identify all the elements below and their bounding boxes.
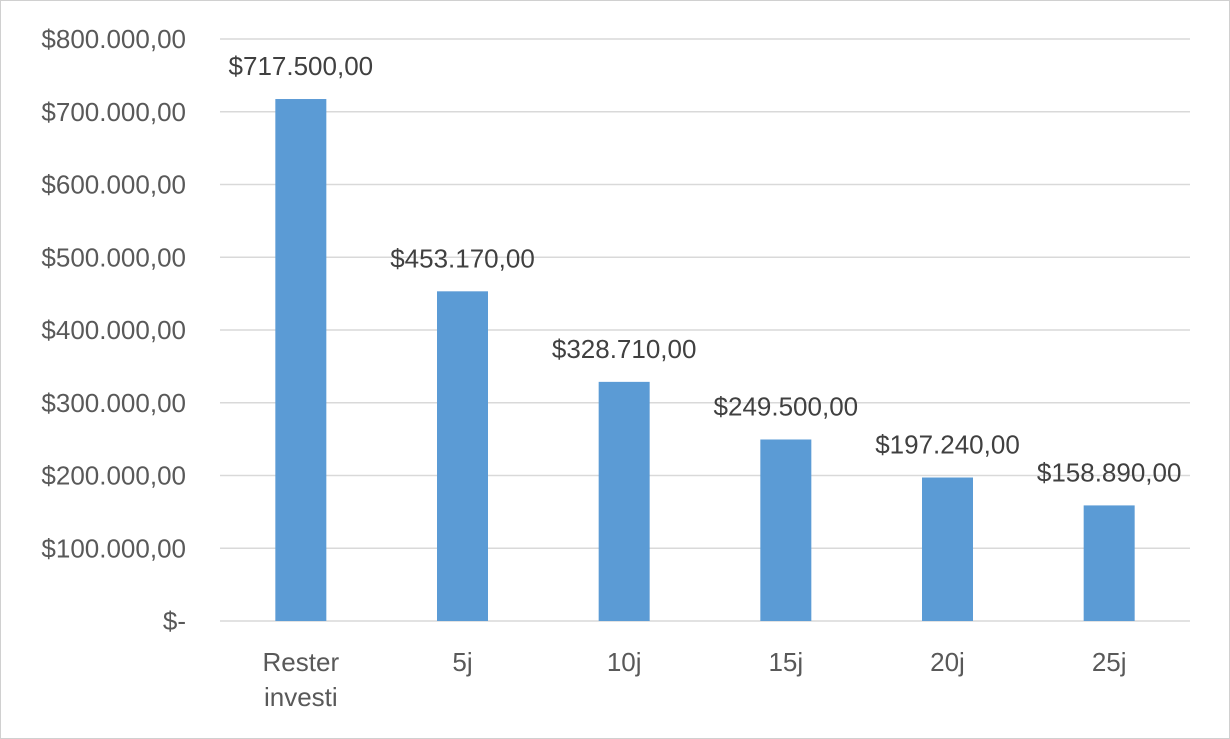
x-category-label: 15j (768, 647, 803, 677)
data-label: $328.710,00 (552, 334, 697, 364)
x-category-label: 5j (452, 647, 472, 677)
data-labels: $717.500,00 $453.170,00 $328.710,00 $249.50… (229, 51, 1182, 487)
data-label: $717.500,00 (229, 51, 374, 81)
x-category-label: Rester (263, 647, 340, 677)
bar (1083, 505, 1135, 621)
y-tick-label: $100.000,00 (41, 533, 186, 563)
y-tick-label: $200.000,00 (41, 461, 186, 491)
bar (437, 291, 488, 621)
data-label: $453.170,00 (390, 243, 535, 273)
x-category-label: 20j (930, 647, 965, 677)
bars (275, 99, 1135, 622)
x-category-label: 10j (607, 647, 642, 677)
data-label: $249.500,00 (714, 391, 859, 421)
y-axis-tick-labels: $- $100.000,00 $200.000,00 $300.000,00 $400.… (41, 24, 186, 636)
y-tick-label: $- (163, 606, 186, 636)
data-label: $197.240,00 (875, 430, 1020, 460)
y-tick-label: $700.000,00 (41, 97, 186, 127)
bar (598, 381, 650, 621)
y-tick-label: $300.000,00 (41, 388, 186, 418)
bar (760, 439, 812, 621)
bar (275, 99, 327, 622)
y-tick-label: $500.000,00 (41, 242, 186, 272)
x-category-label: 25j (1092, 647, 1127, 677)
data-label: $158.890,00 (1037, 457, 1182, 487)
y-tick-label: $800.000,00 (41, 24, 186, 54)
y-tick-label: $400.000,00 (41, 315, 186, 345)
gridlines (220, 38, 1190, 622)
x-category-label: investi (264, 682, 338, 712)
x-axis-category-labels: Rester investi 5j 10j 15j 20j 25j (263, 647, 1127, 712)
bar (922, 477, 973, 621)
y-tick-label: $600.000,00 (41, 170, 186, 200)
